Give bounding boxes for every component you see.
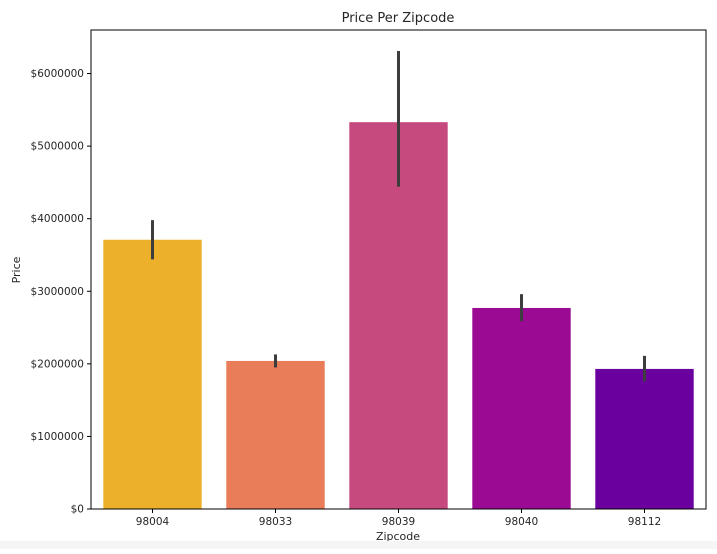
- output-cell-footer: [0, 541, 717, 549]
- y-tick-label: $4000000: [31, 213, 84, 225]
- bar-98033: [226, 360, 325, 509]
- bar-98112: [595, 368, 694, 509]
- bar-98040: [472, 307, 571, 509]
- x-tick-label-98004: 98004: [136, 516, 170, 528]
- plot-area: 98004 98033 98039 98040 98112 $0 $1000000 $2000…: [31, 51, 694, 528]
- y-tick-label: $5000000: [31, 141, 84, 153]
- x-tick-label-98112: 98112: [628, 516, 661, 528]
- chart-title: Price Per Zipcode: [342, 11, 455, 26]
- plot-frame: [90, 29, 707, 510]
- y-tick-label: $0: [71, 504, 84, 516]
- bar-98004: [103, 239, 202, 509]
- y-tick-label: $2000000: [31, 358, 84, 370]
- y-tick-label: $6000000: [31, 68, 84, 80]
- y-tick-label: $3000000: [31, 286, 84, 298]
- y-axis-label: Price: [10, 256, 23, 283]
- x-axis-label: Zipcode: [376, 530, 420, 543]
- x-tick-label-98039: 98039: [382, 516, 415, 528]
- y-tick-label: $1000000: [31, 431, 84, 443]
- x-tick-label-98040: 98040: [505, 516, 538, 528]
- x-tick-label-98033: 98033: [259, 516, 292, 528]
